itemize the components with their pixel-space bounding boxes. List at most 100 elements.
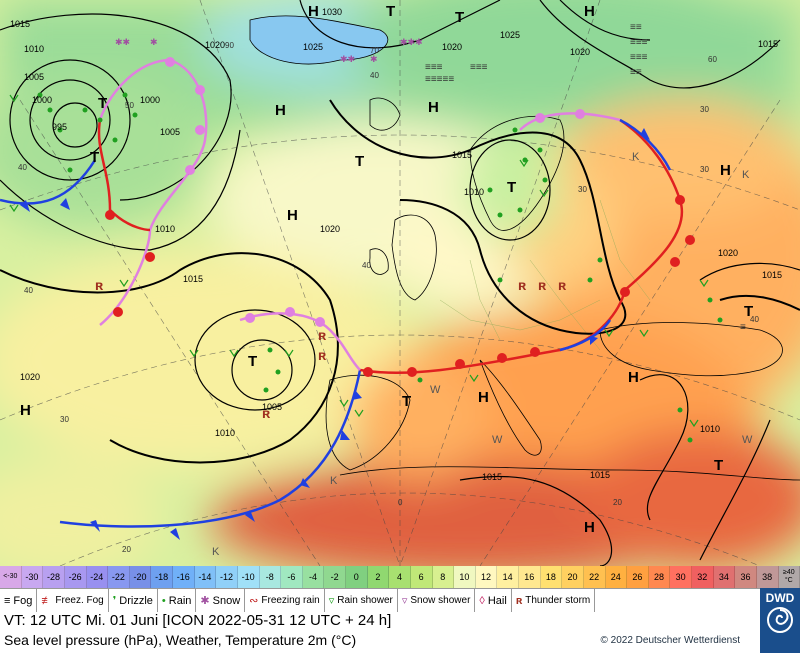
svg-text:✱✱: ✱✱ (340, 54, 355, 64)
scale-cell: 2 (367, 566, 390, 588)
scale-cell: -16 (173, 566, 195, 588)
dwd-swirl-icon (767, 607, 793, 633)
svg-text:ʀ: ʀ (558, 277, 567, 293)
svg-text:90: 90 (225, 41, 234, 50)
hail-icon: ◊ (479, 595, 485, 607)
cold-label: K (742, 169, 750, 181)
svg-text:1020: 1020 (320, 224, 340, 234)
scale-cell: 10 (454, 566, 476, 588)
legend-drizzle: ❜ Drizzle (109, 589, 158, 613)
weather-symbols: ✱✱ ✱ ✱✱✱ ✱✱ ✱ ≡≡≡ ≡≡≡≡≡≡≡≡ ≡≡≡≡≡≡≡≡ ≡≡≡ ʀʀʀ … (9, 22, 746, 443)
scale-cell: -30 (21, 566, 44, 588)
svg-text:30: 30 (700, 105, 709, 114)
svg-text:1015: 1015 (762, 270, 782, 280)
freezing-fog-icon: ≢ (41, 595, 53, 607)
svg-text:ʀ: ʀ (318, 327, 327, 343)
svg-text:1020: 1020 (205, 40, 225, 50)
svg-text:≡≡≡: ≡≡≡ (630, 37, 648, 48)
svg-text:1015: 1015 (452, 150, 472, 160)
svg-text:20: 20 (613, 498, 622, 507)
svg-text:✱✱: ✱✱ (115, 37, 130, 47)
svg-text:1030: 1030 (322, 7, 342, 17)
svg-text:50: 50 (125, 101, 134, 110)
high-label: H (287, 207, 298, 224)
scale-cell: 4 (389, 566, 411, 588)
svg-text:≡≡≡: ≡≡≡ (630, 52, 648, 63)
svg-text:30: 30 (60, 415, 69, 424)
svg-text:0: 0 (398, 498, 403, 507)
warm-label: W (742, 434, 753, 446)
temperature-scale: <-30 -30 -28 -26 -24 -22 -20 -18 -16 -14 -12 -10 -8-… (0, 566, 800, 588)
legend-freezing-fog: ≢ Freez. Fog (37, 589, 109, 613)
svg-text:✱: ✱ (150, 37, 158, 47)
svg-text:ʀ: ʀ (518, 277, 527, 293)
svg-text:1020: 1020 (442, 42, 462, 52)
high-label: H (20, 402, 31, 419)
scale-cell: 24 (605, 566, 628, 588)
svg-text:40: 40 (750, 315, 759, 324)
svg-text:1015: 1015 (183, 274, 203, 284)
svg-text:≡≡: ≡≡ (630, 22, 642, 33)
svg-text:ʀ: ʀ (318, 347, 327, 363)
svg-text:≡≡≡≡≡: ≡≡≡≡≡ (425, 74, 454, 85)
svg-text:1000: 1000 (140, 95, 160, 105)
dwd-logo: DWD (760, 588, 800, 653)
high-label: H (428, 99, 439, 116)
svg-text:1010: 1010 (215, 428, 235, 438)
scale-cell: 32 (692, 566, 714, 588)
svg-text:≡≡≡: ≡≡≡ (425, 62, 443, 73)
scale-cell: 16 (519, 566, 541, 588)
svg-text:20: 20 (122, 545, 131, 554)
svg-text:1005: 1005 (160, 127, 180, 137)
scale-cell: -4 (302, 566, 325, 588)
cold-label: K (330, 475, 338, 487)
svg-text:≡: ≡ (740, 322, 746, 333)
legend-rain-shower: ▿ Rain shower (325, 589, 398, 613)
scale-cell: 22 (583, 566, 606, 588)
low-label: T (90, 149, 99, 166)
svg-text:ʀ: ʀ (95, 277, 104, 293)
warm-cold-labels: W W W K K K K (212, 151, 753, 558)
snow-shower-icon: ▿ (401, 595, 408, 607)
isobars (0, 0, 800, 566)
svg-text:1010: 1010 (24, 44, 44, 54)
scale-cell: 36 (735, 566, 757, 588)
scale-cell: -2 (324, 566, 346, 588)
rain-icon: • (161, 595, 166, 607)
scale-cell: -12 (216, 566, 238, 588)
svg-text:1020: 1020 (718, 248, 738, 258)
scale-cell: -14 (194, 566, 217, 588)
svg-text:ʀ: ʀ (262, 405, 271, 421)
scale-cell: 8 (432, 566, 455, 588)
pressure-centres: T T T T T T T T T T H H H H H H H H H H (20, 3, 753, 536)
graticule (0, 0, 800, 566)
snow-icon: ✱ (200, 595, 210, 607)
low-label: T (355, 153, 364, 170)
svg-text:40: 40 (370, 71, 379, 80)
scale-cell: <-30 (0, 566, 22, 588)
scale-cell: 30 (670, 566, 692, 588)
svg-text:1010: 1010 (464, 187, 484, 197)
svg-text:1005: 1005 (24, 72, 44, 82)
low-label: T (402, 393, 411, 410)
svg-text:30: 30 (578, 185, 587, 194)
high-label: H (308, 3, 319, 20)
copyright: © 2022 Deutscher Wetterdienst (600, 635, 740, 646)
fog-icon: ≡ (4, 595, 11, 607)
thunderstorm-icon: ʀ (515, 595, 523, 607)
coastlines (249, 15, 800, 481)
isobar-labels: 1015 1010 1005 1000 995 1020 1025 1030 1… (10, 7, 782, 482)
svg-text:✱: ✱ (370, 54, 378, 64)
scale-cell: -18 (151, 566, 173, 588)
scale-cell: 38 (756, 566, 779, 588)
high-label: H (478, 389, 489, 406)
legend-snow-shower: ▿ Snow shower (398, 589, 476, 613)
high-label: H (584, 3, 595, 20)
scale-cell: 18 (540, 566, 563, 588)
temperature-labels: 40 30 20 40 30 40 30 20 0 30 40 60 70 90… (18, 41, 759, 554)
scale-cell: -10 (237, 566, 260, 588)
svg-text:30: 30 (700, 165, 709, 174)
svg-text:995: 995 (52, 122, 67, 132)
scale-cell: -6 (281, 566, 303, 588)
